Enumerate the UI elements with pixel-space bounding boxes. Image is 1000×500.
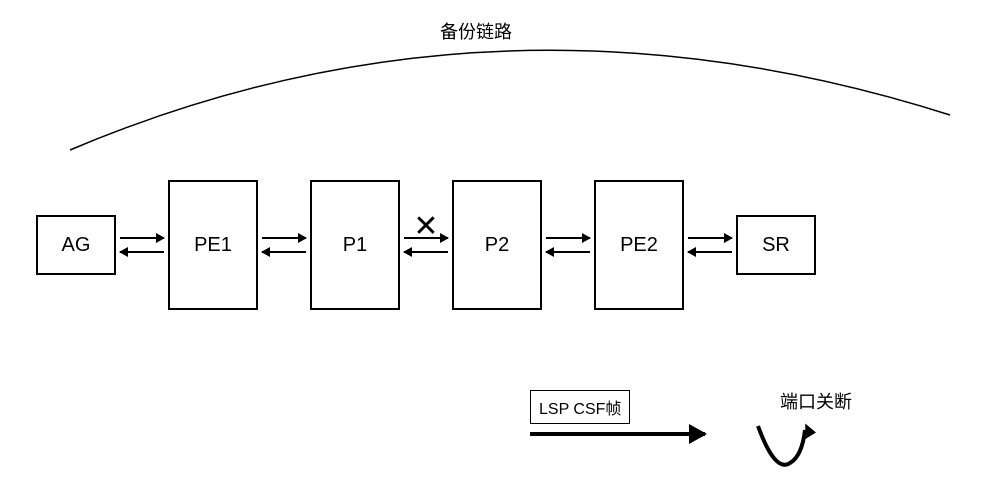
- node-p2: P2: [452, 180, 542, 310]
- arrow-right-icon: [262, 237, 306, 239]
- arrow-left-icon: [262, 251, 306, 253]
- broken-link-icon: ✕: [413, 209, 438, 244]
- link-3: [542, 237, 594, 253]
- arrow-left-icon: [688, 251, 732, 253]
- arrow-left-icon: [120, 251, 164, 253]
- lsp-csf-frame-box: LSP CSF帧: [530, 390, 630, 424]
- node-ag: AG: [36, 215, 116, 275]
- node-pe2: PE2: [594, 180, 684, 310]
- node-pe1: PE1: [168, 180, 258, 310]
- node-sr: SR: [736, 215, 816, 275]
- csf-arrow: [530, 432, 705, 436]
- link-0: [116, 237, 168, 253]
- arrow-right-icon: [546, 237, 590, 239]
- arrow-right-icon: [688, 237, 732, 239]
- link-2: ✕: [400, 237, 452, 253]
- topology-row: AGPE1P1✕P2PE2SR: [36, 180, 816, 310]
- link-4: [684, 237, 736, 253]
- port-shutdown-hook: [750, 418, 830, 478]
- arrow-right-icon: [120, 237, 164, 239]
- node-p1: P1: [310, 180, 400, 310]
- port-shutdown-label: 端口关断: [780, 388, 852, 414]
- link-1: [258, 237, 310, 253]
- backup-link-arc: [0, 0, 1000, 200]
- arrow-left-icon: [546, 251, 590, 253]
- arrow-left-icon: [404, 251, 448, 253]
